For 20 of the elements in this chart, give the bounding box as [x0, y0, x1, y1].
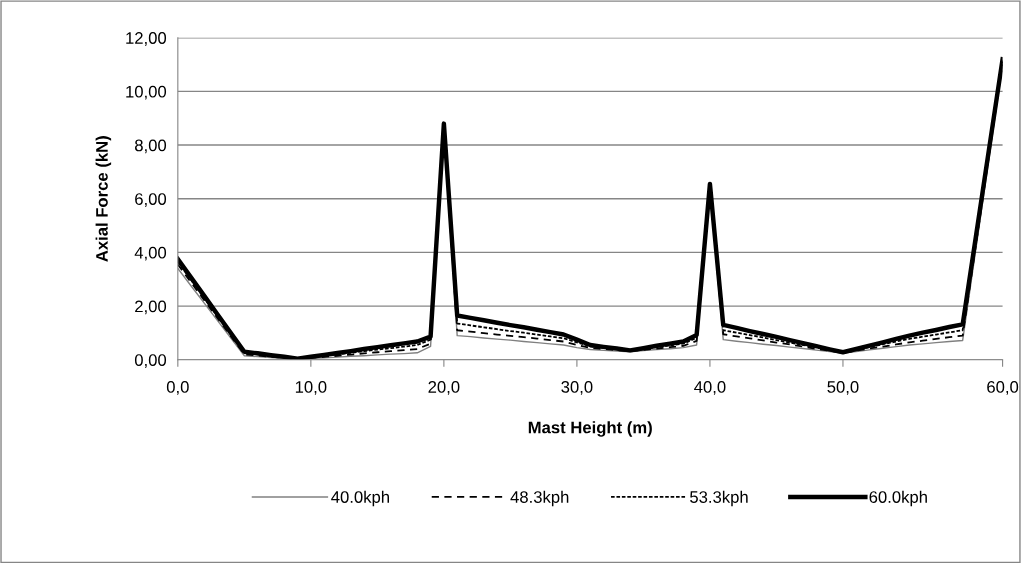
x-tick-label: 60,0 [987, 381, 1019, 395]
x-tick-label: 50,0 [827, 381, 859, 395]
y-tick-label: 6,00 [135, 193, 167, 207]
y-tick-label: 2,00 [135, 300, 167, 315]
x-tick-label: 20,0 [428, 381, 460, 395]
legend-label: 48.3kph [510, 490, 569, 507]
x-tick-label: 10,0 [295, 381, 327, 395]
x-tick-label: 30,0 [561, 381, 593, 395]
x-tick-label: 0,0 [166, 381, 189, 395]
x-axis-title: Mast Height (m) [528, 421, 652, 437]
y-tick-label: 8,00 [135, 139, 167, 154]
y-tick-label: 4,00 [134, 246, 167, 261]
y-tick-label: 12,00 [126, 32, 167, 46]
legend-label: 53.3kph [690, 490, 748, 507]
legend-label: 40.0kph [331, 490, 389, 507]
y-tick-label: 0,00 [134, 354, 167, 368]
y-axis-title: Axial Force (kN) [95, 136, 112, 262]
x-tick-label: 40,0 [694, 381, 726, 395]
legend-label: 60.0kph [869, 490, 927, 507]
y-tick-label: 10,00 [126, 85, 167, 100]
